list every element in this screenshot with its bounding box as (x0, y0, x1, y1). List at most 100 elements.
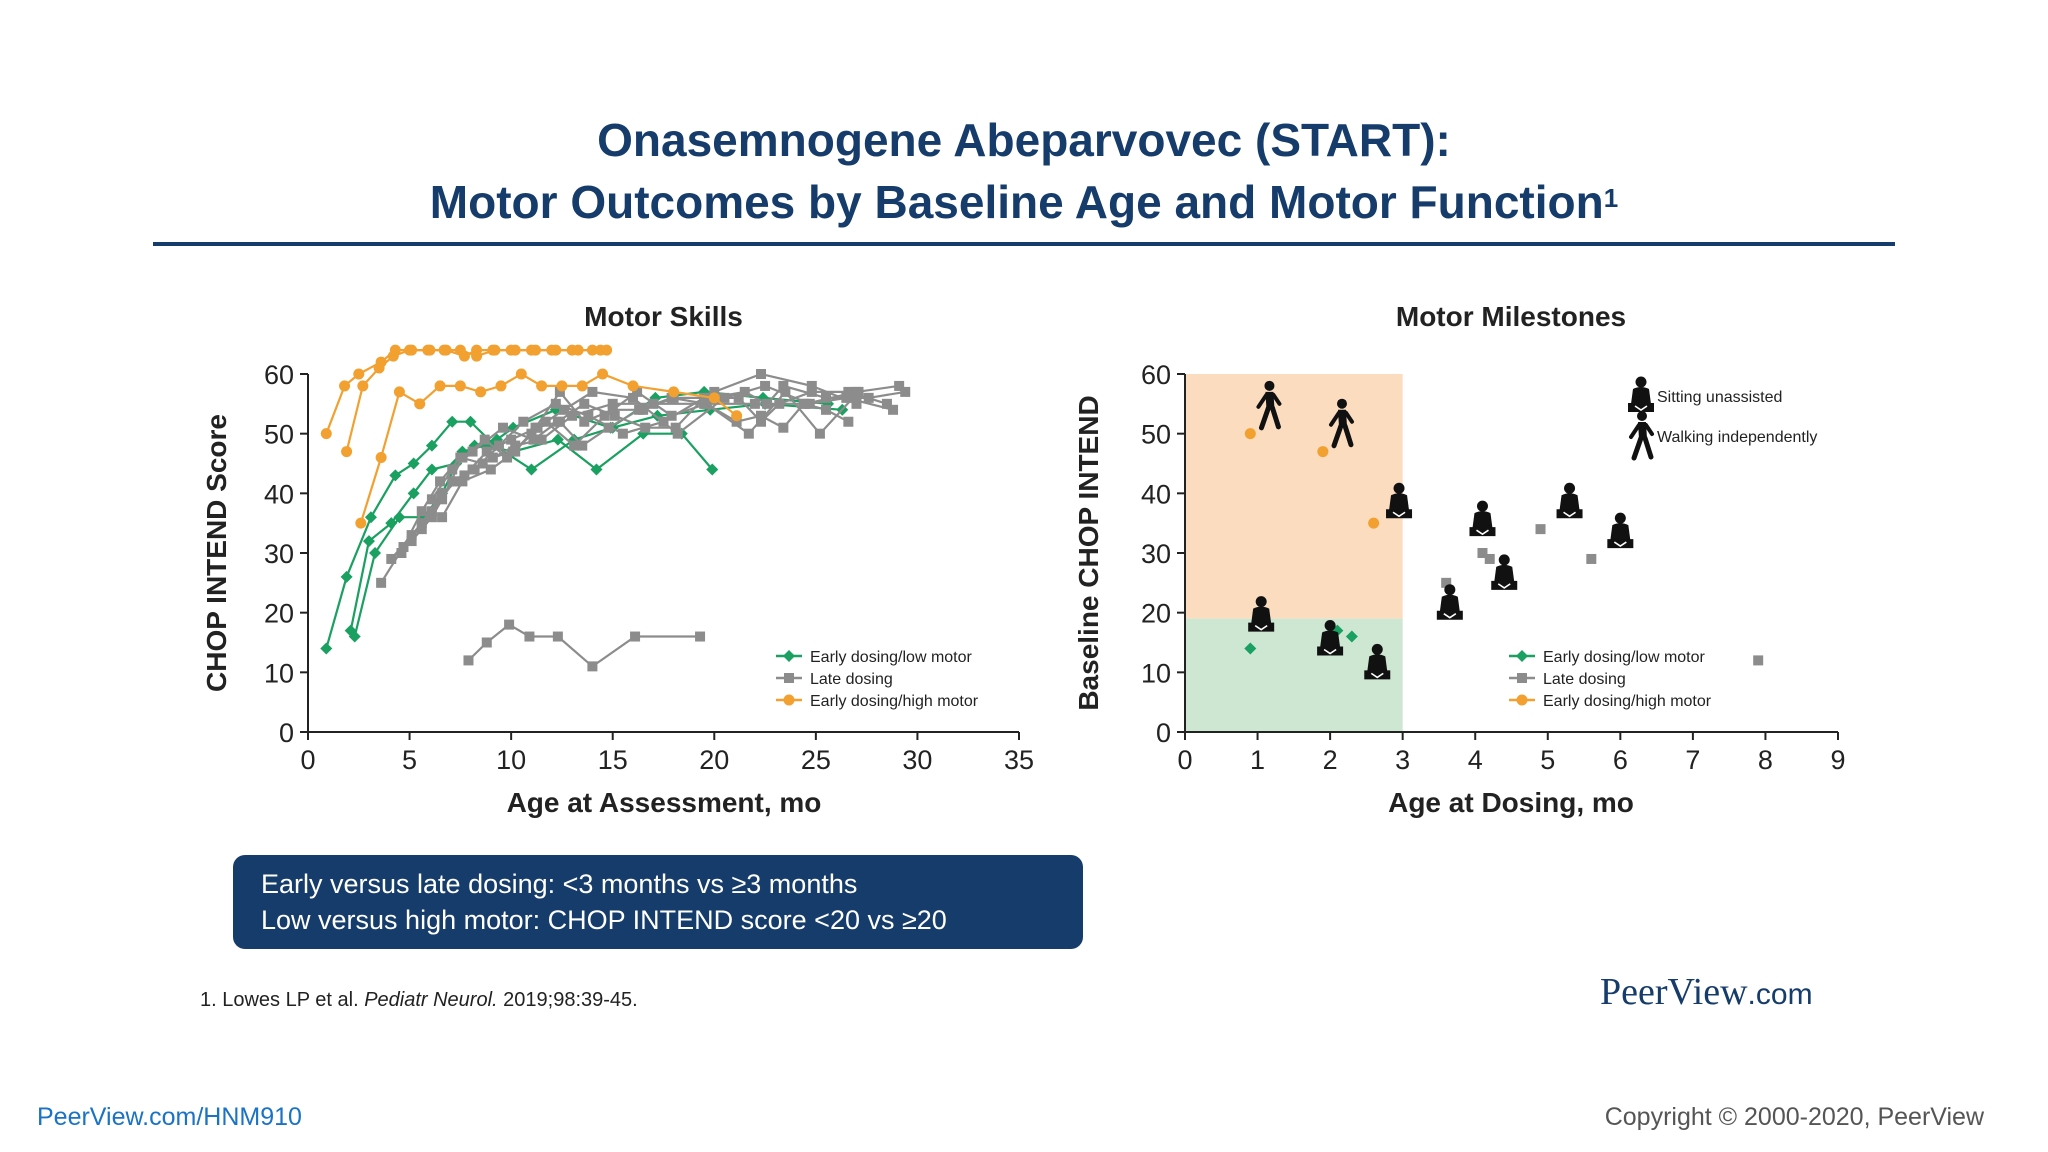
skills-data-point (900, 386, 911, 397)
milestones-data-point (1586, 553, 1597, 564)
skills-data-point (495, 380, 507, 392)
sitting-feet (1323, 648, 1337, 655)
skills-data-point (554, 386, 565, 397)
sitting-unassisted-icon (1317, 620, 1344, 656)
skills-data-point (550, 344, 562, 356)
skills-data-point (760, 380, 771, 391)
skills-data-point (416, 518, 427, 529)
sitting-head (1371, 643, 1383, 655)
skills-data-point (540, 416, 551, 427)
walking-independently-icon (1328, 398, 1354, 449)
definition-early-late: Early versus late dosing: <3 months vs ≥… (261, 869, 858, 899)
milestones-x-tick-label: 9 (1830, 745, 1845, 775)
skills-series-early_high (341, 344, 607, 458)
sitting-legs (1628, 403, 1654, 412)
sitting-body (1631, 387, 1651, 404)
skills-data-point (806, 380, 817, 391)
skills-data-point (426, 494, 437, 505)
skills-data-point (464, 415, 477, 428)
skills-data-point (515, 368, 527, 380)
skills-data-point (762, 398, 773, 409)
skills-data-point (530, 344, 542, 356)
walking-leg (1269, 405, 1281, 430)
skills-data-point (554, 416, 565, 427)
skills-data-point (525, 463, 538, 476)
skills-data-point (617, 428, 628, 439)
sitting-unassisted-icon (1436, 584, 1463, 620)
skills-data-point (590, 463, 603, 476)
slide-title-line2: Motor Outcomes by Baseline Age and Motor… (0, 172, 2048, 232)
skills-data-point (668, 386, 680, 398)
sitting-body (1610, 523, 1631, 541)
skills-data-point (695, 631, 706, 642)
skills-data-point (666, 392, 677, 403)
milestones-data-point (1484, 553, 1495, 564)
milestones-data-point (1244, 428, 1256, 440)
skills-data-point (504, 619, 515, 630)
legend-marker-early_high (1516, 694, 1528, 706)
skills-data-point (551, 433, 564, 446)
legend-marker-late (784, 673, 794, 683)
legend-marker-early_low (1516, 650, 1528, 662)
skills-data-point (425, 463, 438, 476)
legend-walking-label: Walking independently (1657, 429, 1817, 446)
legend-walking-icon (1629, 411, 1654, 461)
skills-data-point (320, 642, 333, 655)
skills-series-line (467, 623, 701, 668)
milestones-x-tick-label: 3 (1395, 745, 1410, 775)
sitting-unassisted-icon (1607, 512, 1634, 549)
sitting-unassisted-icon (1469, 500, 1496, 537)
milestones-x-tick-label: 7 (1685, 745, 1700, 775)
skills-data-point (595, 344, 607, 356)
skills-series-early_low (348, 427, 719, 643)
walking-arm (1328, 410, 1341, 427)
milestones-y-tick-label: 30 (1141, 539, 1171, 569)
skills-data-point (446, 415, 459, 428)
skills-data-point (438, 344, 450, 356)
sitting-legs (1607, 539, 1634, 549)
skills-data-point (587, 661, 598, 672)
skills-data-point (579, 398, 590, 409)
skills-data-point (447, 476, 458, 487)
skills-data-point (888, 404, 899, 415)
milestones-data-point (1345, 630, 1358, 643)
skills-data-point (489, 344, 501, 356)
skills-data-point (481, 637, 492, 648)
skills-data-point (414, 398, 426, 410)
skills-data-point (369, 547, 382, 559)
milestones-x-tick-label: 1 (1250, 745, 1265, 775)
sitting-unassisted-icon (1364, 643, 1391, 680)
skills-data-point (806, 386, 817, 397)
skills-data-point (607, 398, 618, 409)
skills-data-point (709, 386, 720, 397)
skills-data-point (375, 452, 387, 464)
legend-label-early_low: Early dosing/low motor (810, 649, 973, 666)
skills-data-point (821, 404, 832, 415)
legend-sitting-icon (1628, 376, 1654, 412)
skills-data-point (357, 380, 369, 392)
footer-url-link[interactable]: PeerView.com/HNM910 (37, 1103, 302, 1131)
skills-data-point (509, 344, 521, 356)
skills-data-point (607, 404, 618, 415)
skills-data-point (463, 655, 474, 666)
skills-data-point (576, 380, 588, 392)
skills-x-tick-label: 30 (902, 745, 932, 775)
skills-y-tick-label: 30 (264, 539, 294, 569)
sitting-body (1367, 654, 1388, 672)
skills-y-tick-label: 20 (264, 599, 294, 629)
skills-data-point (881, 398, 892, 409)
sitting-unassisted-icon (1248, 596, 1275, 632)
skills-data-point (798, 398, 809, 409)
skills-x-tick-label: 5 (402, 745, 417, 775)
sitting-body (1559, 493, 1580, 511)
skills-data-point (404, 344, 416, 356)
skills-data-point (467, 446, 478, 457)
milestones-data-point (1368, 517, 1380, 529)
skills-data-point (756, 369, 767, 379)
skills-data-point (398, 542, 409, 553)
skills-data-point (778, 380, 789, 391)
skills-data-point (558, 404, 569, 415)
skills-data-point (485, 464, 496, 475)
sitting-body (1320, 630, 1341, 648)
skills-data-point (426, 506, 437, 517)
